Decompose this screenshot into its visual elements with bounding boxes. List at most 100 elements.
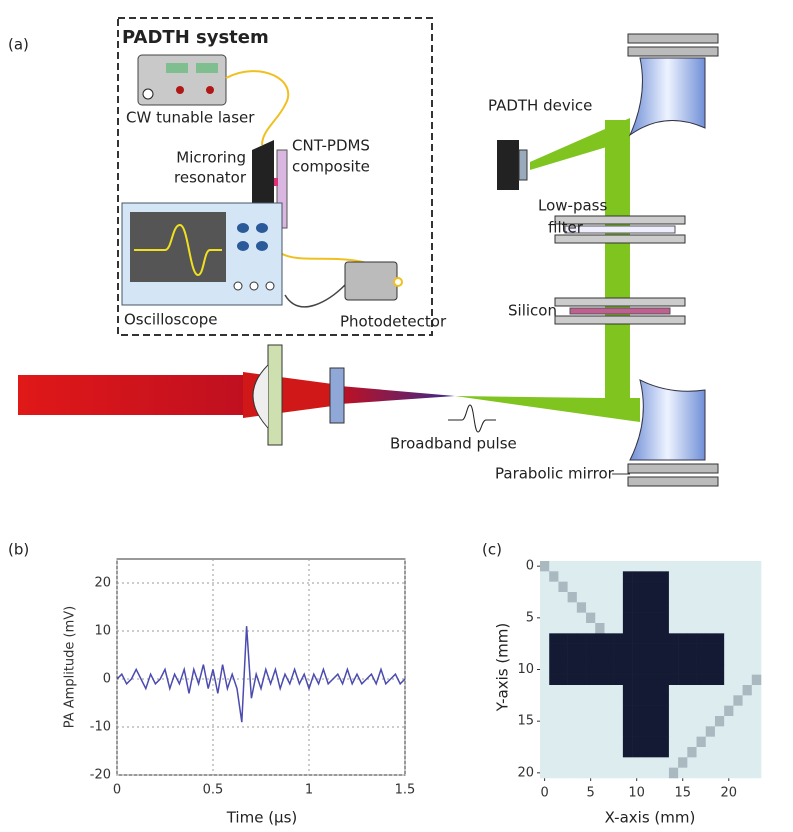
- heat-cell: [752, 695, 762, 706]
- heat-cell: [549, 623, 559, 634]
- heat-cell: [733, 602, 743, 613]
- heat-cell: [678, 695, 688, 706]
- heat-cell: [733, 726, 743, 737]
- heat-cell: [724, 706, 734, 717]
- heat-cell: [549, 747, 559, 758]
- heat-cell: [752, 602, 762, 613]
- heat-cell: [568, 602, 578, 613]
- heat-cell: [568, 571, 578, 582]
- heat-cell: [724, 602, 734, 613]
- heat-cell: [577, 623, 587, 634]
- heat-cell: [715, 757, 725, 768]
- port: [234, 282, 242, 290]
- heat-cell: [660, 675, 670, 686]
- heat-cell: [604, 726, 614, 737]
- heat-cell: [568, 768, 578, 779]
- heat-cell: [614, 757, 624, 768]
- heat-cell: [697, 664, 707, 675]
- heat-cell: [733, 644, 743, 655]
- heat-cell: [595, 757, 605, 768]
- display: [166, 63, 188, 73]
- heat-cell: [687, 685, 697, 696]
- heat-cell: [687, 592, 697, 603]
- heat-cell: [568, 644, 578, 655]
- heat-cell: [697, 685, 707, 696]
- heat-cell: [706, 726, 716, 737]
- heat-cell: [549, 737, 559, 748]
- heat-cell: [724, 633, 734, 644]
- heat-cell: [715, 747, 725, 758]
- heat-cell: [641, 561, 651, 572]
- heat-cell: [595, 602, 605, 613]
- heat-cell: [558, 613, 568, 624]
- heat-cell: [715, 716, 725, 727]
- heat-cell: [586, 654, 596, 665]
- flange: [628, 477, 718, 486]
- heat-cell: [733, 706, 743, 717]
- heat-cell: [651, 613, 661, 624]
- heat-cell: [577, 747, 587, 758]
- heat-cell: [660, 737, 670, 748]
- heat-cell: [743, 633, 753, 644]
- heat-cell: [752, 675, 762, 686]
- x-tick-label: 0.5: [203, 783, 224, 798]
- heat-cell: [558, 675, 568, 686]
- heat-cell: [595, 685, 605, 696]
- label: Oscilloscope: [124, 311, 218, 329]
- heat-cell: [577, 706, 587, 717]
- heat-cell: [558, 726, 568, 737]
- heat-cell: [724, 623, 734, 634]
- heat-cell: [660, 757, 670, 768]
- heat-cell: [752, 768, 762, 779]
- heat-cell: [641, 654, 651, 665]
- heat-cell: [678, 685, 688, 696]
- y-axis-label: Y-axis (mm): [494, 623, 512, 713]
- heat-cell: [660, 716, 670, 727]
- heat-cell: [697, 592, 707, 603]
- panel-label: (a): [8, 36, 29, 54]
- label: CW tunable laser: [126, 109, 255, 127]
- heat-cell: [678, 582, 688, 593]
- heat-cell: [743, 747, 753, 758]
- heat-cell: [743, 716, 753, 727]
- heat-cell: [623, 716, 633, 727]
- heat-cell: [568, 685, 578, 696]
- heat-cell: [558, 716, 568, 727]
- heat-cell: [540, 582, 550, 593]
- heat-cell: [568, 613, 578, 624]
- heat-cell: [660, 602, 670, 613]
- heat-cell: [549, 561, 559, 572]
- heat-cell: [752, 747, 762, 758]
- heat-cell: [577, 685, 587, 696]
- heat-cell: [623, 654, 633, 665]
- heat-cell: [632, 582, 642, 593]
- heat-cell: [687, 623, 697, 634]
- heat-cell: [623, 571, 633, 582]
- heat-cell: [660, 695, 670, 706]
- heat-cell: [752, 571, 762, 582]
- y-tick-label: 20: [94, 576, 111, 591]
- heat-cell: [697, 695, 707, 706]
- heat-cell: [549, 768, 559, 779]
- heat-cell: [706, 561, 716, 572]
- heat-cell: [595, 613, 605, 624]
- heat-cell: [724, 716, 734, 727]
- heat-cell: [595, 675, 605, 686]
- heat-cell: [687, 768, 697, 779]
- heat-cell: [669, 768, 679, 779]
- heat-cell: [724, 571, 734, 582]
- heat-cell: [697, 706, 707, 717]
- heat-cell: [752, 757, 762, 768]
- heat-cell: [577, 592, 587, 603]
- heat-cell: [715, 561, 725, 572]
- heat-cell: [706, 757, 716, 768]
- heat-cell: [660, 623, 670, 634]
- flange: [628, 34, 718, 43]
- label: Parabolic mirror: [495, 465, 615, 483]
- laser-beam: [18, 375, 243, 415]
- panel-label: (b): [8, 541, 29, 559]
- heat-cell: [632, 644, 642, 655]
- heat-cell: [604, 582, 614, 593]
- heat-cell: [697, 726, 707, 737]
- heat-cell: [614, 613, 624, 624]
